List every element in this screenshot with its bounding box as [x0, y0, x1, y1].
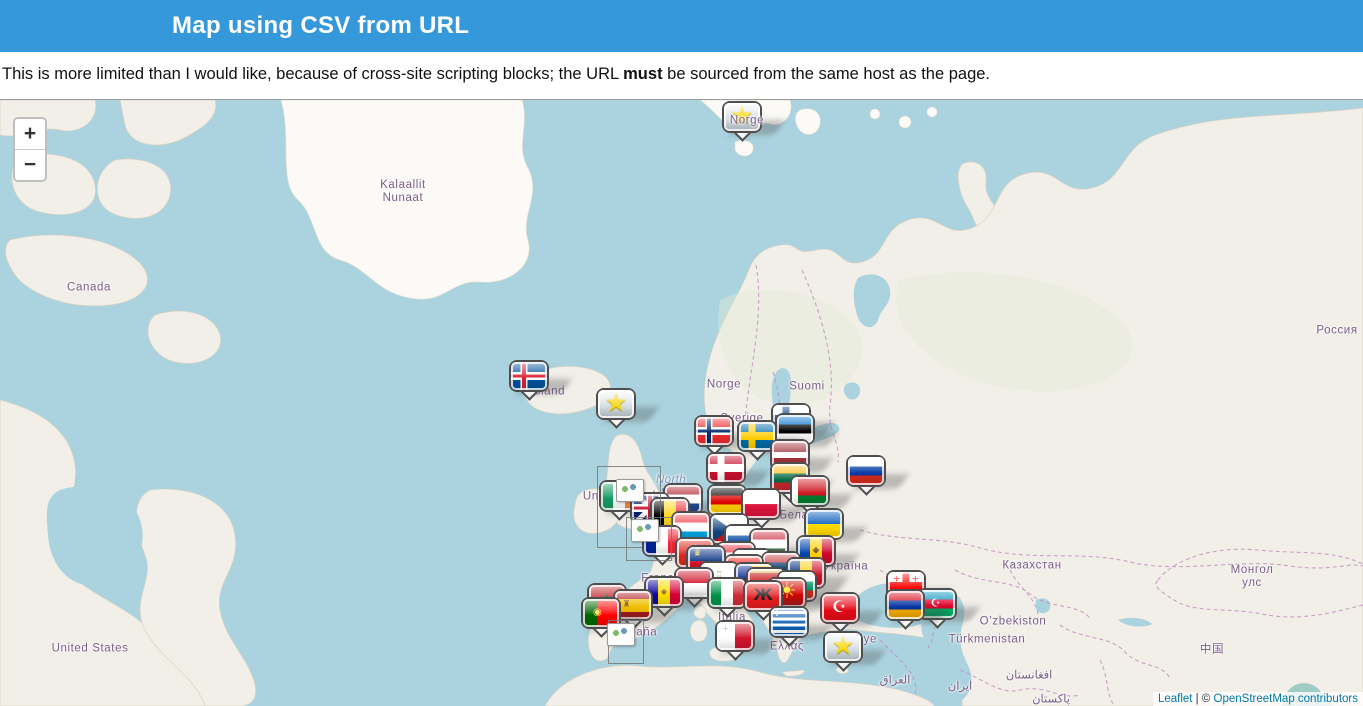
marker-bubble: ☪	[820, 592, 860, 624]
armenia-flag-icon	[887, 591, 923, 619]
header: Map using CSV from URL	[0, 0, 1363, 52]
russia-flag-icon	[848, 457, 884, 485]
map-label-ellas: Ελλάς	[769, 640, 805, 653]
marker-cyprus[interactable]: ★	[823, 631, 887, 672]
intro-text-bold: must	[623, 65, 663, 83]
marker-norway[interactable]	[694, 415, 758, 456]
malta-flag-icon: +	[717, 622, 753, 650]
map-label-kalaallit-nunaat: Kalaallit Nunaat	[380, 178, 426, 204]
map-label-kazakhstan: Казахстан	[1002, 559, 1062, 572]
star-icon: ★	[831, 630, 855, 661]
flag-emblem: ☪	[832, 597, 847, 617]
marker-armenia[interactable]	[885, 589, 949, 630]
marker-bubble	[694, 415, 734, 447]
flag-emblem: Ж	[753, 585, 773, 605]
marker-bubble	[790, 475, 830, 507]
forest-tint	[718, 272, 1133, 406]
intro-text-after: be sourced from the same host as the pag…	[662, 65, 991, 83]
ukraine-flag-icon	[806, 510, 842, 538]
map-label-china: 中国	[1199, 643, 1225, 656]
map-label-pakistan: پاکستان	[1032, 693, 1070, 706]
flag-emblem: ♜	[622, 599, 631, 610]
marker-bubble	[804, 508, 844, 540]
leaflet-link[interactable]: Leaflet	[1157, 693, 1193, 705]
italy-flag-icon	[709, 579, 745, 607]
flag-emblem: +	[911, 574, 920, 585]
marker-bubble	[706, 452, 746, 484]
marker-bubble	[707, 577, 747, 609]
flag-emblem: ♛	[693, 548, 702, 559]
germany-flag-icon	[709, 486, 745, 514]
flag-emblem: ◉	[593, 607, 602, 618]
marker-bubble: +	[715, 620, 755, 652]
flag-hoist	[792, 477, 798, 505]
flag-emblem: ◆	[812, 545, 820, 556]
zoom-control: + −	[13, 117, 47, 182]
map-label-rossiya: Россия	[1316, 324, 1358, 337]
marker-ukraine[interactable]	[804, 508, 868, 549]
map-label-afghanistan: افغانستان	[1005, 669, 1053, 682]
marker-malta[interactable]: +	[715, 620, 779, 661]
map[interactable]: Kalaallit Nunaat Canada United States Росси…	[0, 99, 1363, 706]
zoom-out-button[interactable]: −	[15, 150, 45, 180]
intro-text-before: This is more limited than I would like, …	[2, 65, 624, 83]
map-label-canada: Canada	[67, 281, 111, 294]
map-label-united-states: United States	[51, 642, 129, 655]
map-label-suomi: Suomi	[789, 380, 825, 393]
page-title: Map using CSV from URL	[172, 12, 470, 39]
iceland-flag-icon	[511, 362, 547, 390]
map-label-norge-svalbard: Norge	[729, 114, 765, 127]
marker-italy[interactable]	[707, 577, 771, 618]
map-label-ozbekiston: O’zbekiston	[979, 615, 1047, 628]
map-label-norge: Norge	[706, 378, 742, 391]
marker-bubble: ★	[596, 388, 636, 420]
map-label-mongol-uls: Монгол улс	[1230, 563, 1274, 589]
broken-page-icon	[616, 479, 644, 502]
broken-marker-3-broken-image-icon[interactable]	[607, 620, 644, 664]
map-label-iran: ایران	[947, 680, 973, 693]
map-label-turkmenistan: Türkmenistan	[948, 633, 1026, 646]
greece-flag-icon: +	[771, 608, 807, 636]
marker-bubble	[885, 589, 925, 621]
marker-iceland[interactable]	[509, 360, 573, 401]
norway-flag-icon	[696, 417, 732, 445]
broken-page-icon	[631, 519, 659, 542]
denmark-flag-icon	[708, 454, 744, 482]
marker-faroe-islands[interactable]: ★	[596, 388, 660, 429]
intro-text: This is more limited than I would like, …	[0, 52, 1363, 99]
broken-marker-2-broken-image-icon[interactable]	[626, 517, 672, 561]
marker-russia[interactable]	[846, 455, 910, 496]
attribution: Leaflet | © OpenStreetMap contributors	[1152, 692, 1363, 706]
flag-emblem: +	[892, 574, 901, 585]
osm-link[interactable]: OpenStreetMap contributors	[1213, 693, 1358, 705]
marker-bubble: +	[769, 606, 809, 638]
marker-bubble	[509, 360, 549, 392]
belarus-flag-icon	[792, 477, 828, 505]
map-label-iraq: العراق	[879, 674, 911, 687]
turkey-flag-icon: ☪	[822, 594, 858, 622]
flag-emblem: ◆	[660, 587, 668, 596]
flag-emblem: +	[722, 624, 729, 634]
marker-bubble: ★	[823, 631, 863, 663]
broken-page-icon	[607, 623, 635, 646]
star-icon: ★	[604, 387, 628, 418]
flag-emblem: +	[772, 608, 782, 619]
marker-bubble	[846, 455, 886, 487]
zoom-in-button[interactable]: +	[15, 119, 45, 150]
attribution-separator: | ©	[1192, 693, 1214, 705]
